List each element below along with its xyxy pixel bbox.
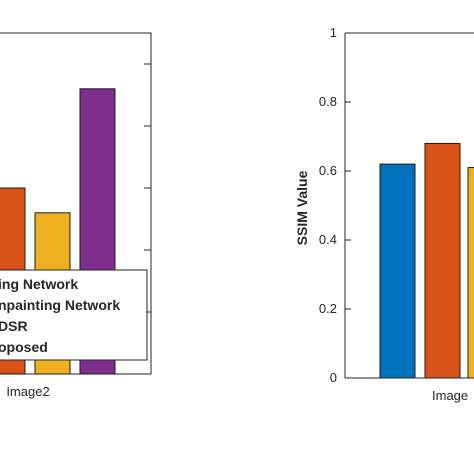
legend-entry-sdsr: DSR	[0, 318, 28, 334]
legend: ing Network npainting Network DSR oposed	[0, 269, 148, 361]
right-y-tick-label: 0.2	[319, 301, 337, 316]
right-bar-series-1	[379, 163, 416, 379]
legend-box	[0, 269, 148, 361]
legend-entry-proposed: oposed	[0, 339, 48, 355]
right-y-tick-label: 0	[330, 370, 337, 385]
left-x-tick-label: Image2	[6, 384, 49, 399]
right-y-tick-label: 1	[330, 25, 337, 40]
right-y-ticks: 0 0.2 0.4 0.6 0.8 1	[319, 25, 351, 385]
right-y-axis-label: SSIM Value	[294, 170, 310, 245]
right-bars	[379, 142, 474, 379]
left-chart: Image2 ing Network npainting Network DSR…	[0, 32, 152, 399]
right-y-tick-label: 0.6	[319, 163, 337, 178]
right-x-tick-label: Image	[432, 388, 468, 403]
right-bar-series-2	[424, 142, 461, 379]
right-chart: 0 0.2 0.4 0.6 0.8 1 SSIM Value Image	[294, 25, 474, 403]
right-y-tick-label: 0.4	[319, 232, 337, 247]
right-bar-series-3	[467, 167, 474, 379]
legend-entry-inpainting-network: ing Network	[0, 276, 78, 292]
right-y-tick-label: 0.8	[319, 94, 337, 109]
legend-entry-inpainting-network-2: npainting Network	[0, 297, 120, 313]
